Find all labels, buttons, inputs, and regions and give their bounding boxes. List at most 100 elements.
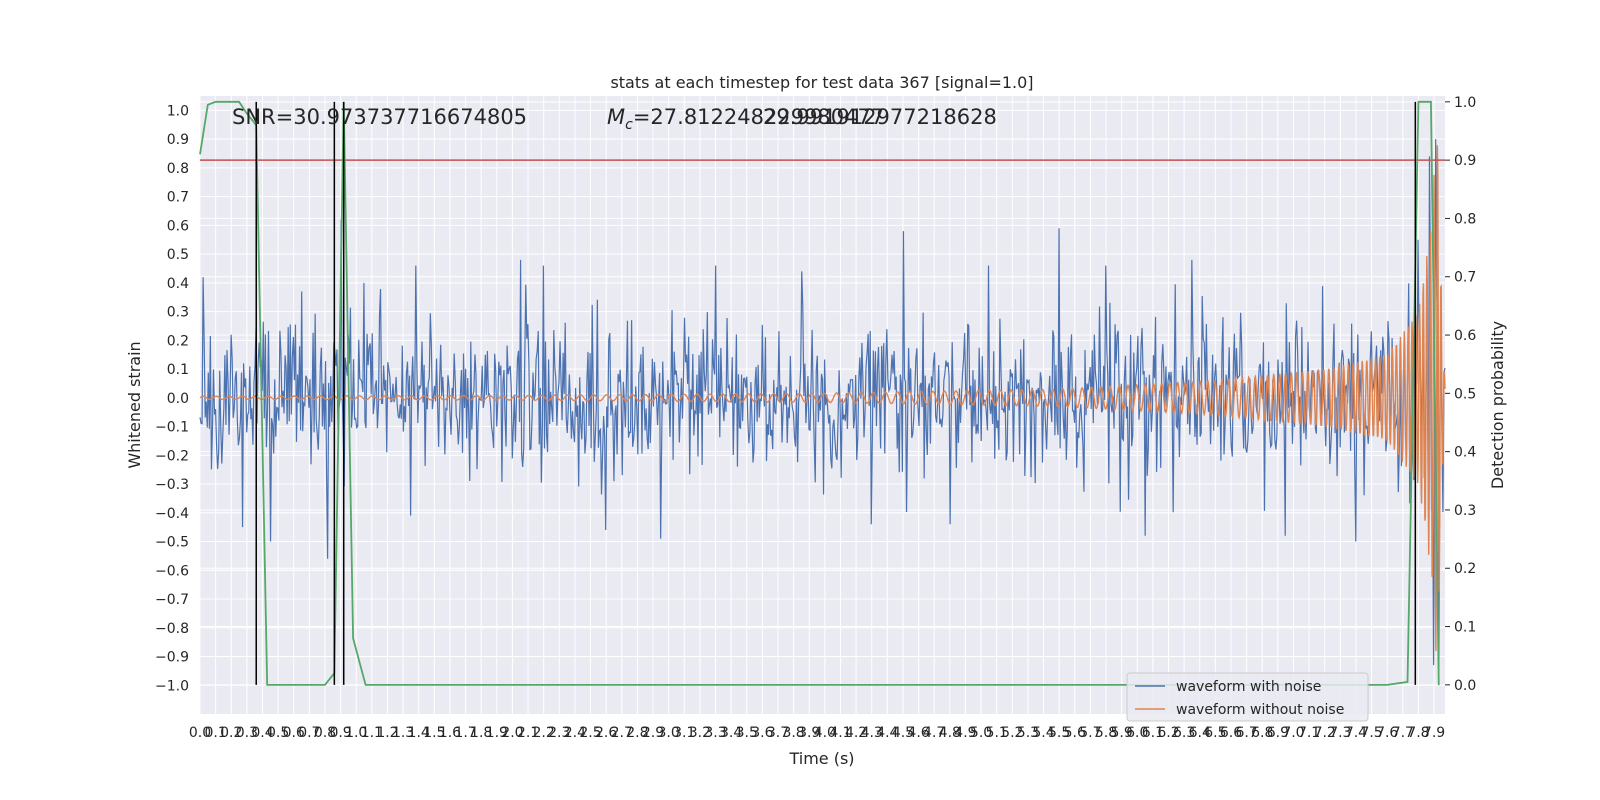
x-tick-label: 7.1 (1298, 725, 1320, 741)
probability-line (199, 100, 1440, 686)
x-tick-label: 1.3 (392, 725, 414, 741)
x-tick-label: 4.3 (861, 725, 883, 741)
x-tick-label: 3.5 (736, 725, 758, 741)
x-tick-label: 2.3 (548, 725, 570, 741)
vertical-markers (255, 101, 1417, 685)
mc-value: =27.812248229980477 (633, 105, 884, 129)
y-tick-label: −0.9 (155, 650, 189, 666)
y-tick-label: −0.7 (155, 592, 189, 608)
x-tick-label: 3.8 (782, 725, 804, 741)
x-tick-label: 3.1 (673, 725, 695, 741)
x-tick-label: 2.5 (579, 725, 601, 741)
y-tick-label-right: 0.5 (1454, 386, 1476, 402)
x-tick-label: 2.1 (517, 725, 539, 741)
x-tick-label: 7.7 (1392, 725, 1414, 741)
y-axis-label: Whitened strain (125, 341, 144, 468)
y-tick-label: −0.5 (155, 535, 189, 551)
x-tick-label: 0.6 (283, 725, 305, 741)
x-tick-label: 2.7 (611, 725, 633, 741)
series-detection-probability (199, 100, 1445, 686)
x-tick-label: 6.0 (1126, 725, 1148, 741)
x-tick-label: 6.6 (1220, 725, 1242, 741)
x-tick-label: 0.2 (220, 725, 242, 741)
x-tick-label: 6.5 (1204, 725, 1226, 741)
y-tick-label: −1.0 (155, 678, 189, 694)
x-tick-label: 0.7 (298, 725, 320, 741)
x-tick-label: 5.2 (1001, 725, 1023, 741)
x-tick-label: 3.7 (767, 725, 789, 741)
y-tick-label: −0.4 (155, 506, 189, 522)
chart-title: stats at each timestep for test data 367… (610, 73, 1033, 92)
x-tick-label: 2.0 (501, 725, 523, 741)
x-tick-label: 5.5 (1048, 725, 1070, 741)
x-tick-label: 0.5 (267, 725, 289, 741)
x-tick-label: 5.6 (1064, 725, 1086, 741)
x-tick-label: 7.8 (1407, 725, 1429, 741)
x-tick-label: 3.4 (720, 725, 742, 741)
x-tick-label: 3.3 (704, 725, 726, 741)
y-axis-label-right: Detection probability (1488, 321, 1507, 489)
y-tick-label: 0.8 (167, 161, 189, 177)
y-axis-ticks-right: 0.0 0.1 0.2 0.3 0.4 0.5 0.6 0.7 0.8 0.9 1.0 (1445, 95, 1476, 694)
x-tick-label: 0.1 (204, 725, 226, 741)
x-tick-label: 1.5 (423, 725, 445, 741)
mc-annotation: Mc=27.812248229980477 (607, 105, 884, 133)
x-tick-label: 2.8 (626, 725, 648, 741)
y-axis-ticks-left: −1.0 −0.9 −0.8 −0.7 −0.6 −0.5 −0.4 −0.3 −0.2 −0.1… (155, 103, 189, 694)
x-axis-ticks: 0.00.10.20.30.40.50.60.70.80.91.01.11.21… (189, 725, 1445, 741)
x-tick-label: 7.4 (1345, 725, 1367, 741)
x-tick-label: 0.0 (189, 725, 211, 741)
series-waveform-with-noise (199, 139, 1446, 686)
x-tick-label: 2.6 (595, 725, 617, 741)
x-tick-label: 3.0 (657, 725, 679, 741)
y-tick-label: 0.1 (167, 362, 189, 378)
y-tick-label: 0.5 (167, 247, 189, 263)
x-tick-label: 3.6 (751, 725, 773, 741)
x-tick-label: 0.4 (251, 725, 273, 741)
x-tick-label: 5.3 (1017, 725, 1039, 741)
snr-annotation: SNR=30.973737716674805 (232, 105, 527, 129)
x-tick-label: 7.5 (1360, 725, 1382, 741)
y-tick-label: 0.9 (167, 132, 189, 148)
y-tick-label-right: 0.3 (1454, 503, 1476, 519)
x-tick-label: 7.3 (1329, 725, 1351, 741)
x-tick-label: 1.7 (454, 725, 476, 741)
y-tick-label-right: 0.8 (1454, 211, 1476, 227)
x-tick-label: 2.4 (564, 725, 586, 741)
x-tick-label: 4.6 (907, 725, 929, 741)
y-tick-label-right: 0.0 (1454, 678, 1476, 694)
y-tick-label: −0.8 (155, 621, 189, 637)
x-tick-label: 5.7 (1079, 725, 1101, 741)
x-tick-label: 6.9 (1267, 725, 1289, 741)
y-tick-label-right: 0.7 (1454, 270, 1476, 286)
x-tick-label: 1.2 (376, 725, 398, 741)
x-tick-label: 0.8 (314, 725, 336, 741)
y-tick-label: −0.3 (155, 477, 189, 493)
y-tick-label: 0.0 (167, 391, 189, 407)
x-tick-label: 4.2 (845, 725, 867, 741)
y-tick-label: 0.2 (167, 333, 189, 349)
x-axis-label: Time (s) (788, 749, 854, 768)
mc-symbol: M (607, 105, 625, 129)
x-tick-label: 6.8 (1251, 725, 1273, 741)
x-tick-label: 6.2 (1157, 725, 1179, 741)
x-tick-label: 4.7 (923, 725, 945, 741)
legend: waveform with noise waveform without noi… (1126, 672, 1369, 722)
x-tick-label: 1.0 (345, 725, 367, 741)
x-tick-label: 1.4 (408, 725, 430, 741)
x-tick-label: 3.9 (798, 725, 820, 741)
x-tick-label: 7.2 (1314, 725, 1336, 741)
x-tick-label: 4.1 (829, 725, 851, 741)
x-tick-label: 0.9 (329, 725, 351, 741)
x-tick-label: 5.1 (986, 725, 1008, 741)
x-tick-label: 1.6 (439, 725, 461, 741)
legend-label-noise: waveform with noise (1176, 679, 1321, 695)
x-tick-label: 6.3 (1173, 725, 1195, 741)
x-tick-label: 4.8 (939, 725, 961, 741)
y-tick-label: 0.3 (167, 305, 189, 321)
y-tick-label: −0.2 (155, 448, 189, 464)
x-tick-label: 4.0 (814, 725, 836, 741)
x-tick-label: 0.3 (236, 725, 258, 741)
